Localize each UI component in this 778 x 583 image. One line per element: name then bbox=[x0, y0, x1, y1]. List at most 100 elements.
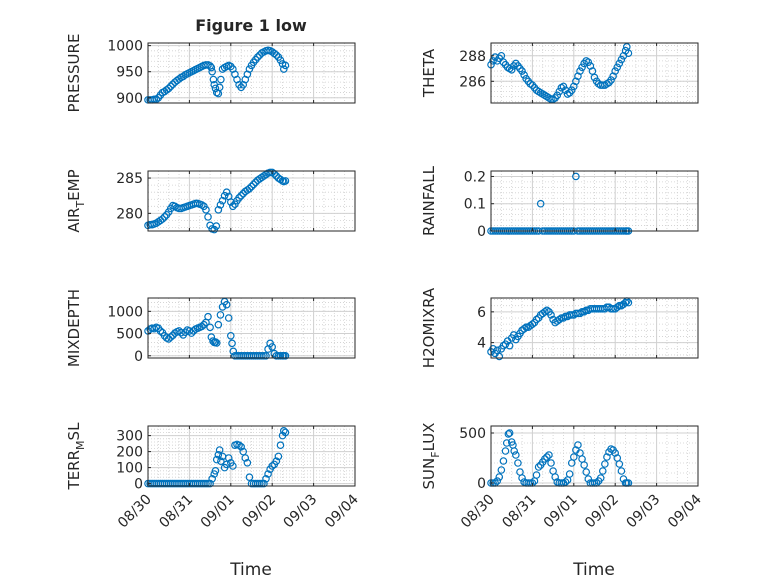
y-axis-label: TERRMSL bbox=[65, 422, 87, 491]
axes-frame bbox=[490, 425, 699, 487]
y-tick-label: 950 bbox=[116, 65, 143, 81]
data-point bbox=[243, 458, 252, 467]
data-point bbox=[268, 462, 277, 470]
data-point bbox=[253, 53, 262, 61]
y-axis-label: RAINFALL bbox=[420, 165, 438, 236]
data-point bbox=[228, 339, 236, 348]
data-point bbox=[160, 213, 169, 221]
y-tick-label: 0.2 bbox=[464, 169, 486, 185]
data-point bbox=[580, 308, 588, 316]
data-point bbox=[504, 430, 513, 438]
data-point bbox=[224, 314, 233, 322]
data-point bbox=[572, 172, 580, 181]
y-axis-label: H2OMIXRA bbox=[420, 287, 438, 368]
data-point bbox=[206, 479, 214, 488]
data-point bbox=[229, 202, 237, 211]
data-point bbox=[245, 473, 254, 482]
data-point bbox=[158, 215, 167, 223]
data-point bbox=[512, 451, 520, 459]
data-point bbox=[217, 75, 225, 84]
axes-frame bbox=[147, 170, 356, 232]
data-point bbox=[156, 327, 165, 335]
data-point bbox=[528, 320, 537, 328]
data-point bbox=[553, 91, 562, 100]
y-axis-label: MIXDEPTH bbox=[65, 289, 83, 367]
data-point bbox=[209, 75, 218, 84]
y-tick-label: 280 bbox=[116, 206, 143, 222]
data-point bbox=[249, 180, 258, 189]
data-point bbox=[547, 459, 555, 467]
data-point bbox=[198, 201, 206, 209]
data-point bbox=[208, 474, 216, 483]
data-point bbox=[214, 206, 223, 214]
data-point bbox=[615, 301, 624, 310]
data-point bbox=[187, 329, 196, 337]
data-point bbox=[598, 81, 607, 89]
data-point bbox=[264, 470, 272, 478]
data-point bbox=[274, 351, 283, 360]
data-point bbox=[281, 177, 290, 185]
data-point bbox=[520, 71, 528, 79]
axes-frame bbox=[490, 170, 699, 232]
y-tick-label: 500 bbox=[459, 426, 486, 442]
y-tick-label: 300 bbox=[116, 429, 143, 445]
data-point bbox=[215, 446, 224, 454]
data-point bbox=[260, 479, 268, 488]
data-point bbox=[262, 351, 270, 360]
data-point bbox=[279, 426, 288, 435]
data-point bbox=[241, 454, 250, 462]
data-point bbox=[551, 473, 559, 481]
data-point bbox=[200, 320, 208, 329]
data-point bbox=[617, 55, 626, 64]
data-point bbox=[567, 86, 576, 95]
data-point bbox=[281, 61, 290, 70]
data-point bbox=[245, 184, 254, 193]
data-point bbox=[543, 453, 551, 461]
y-axis-label: PRESSURE bbox=[65, 34, 83, 113]
data-point bbox=[227, 331, 235, 340]
data-point bbox=[547, 95, 555, 103]
data-point bbox=[621, 298, 630, 307]
data-point bbox=[268, 343, 277, 351]
y-tick-label: 0 bbox=[134, 349, 143, 365]
data-point bbox=[235, 441, 243, 450]
data-point bbox=[607, 76, 615, 84]
data-point bbox=[584, 58, 593, 66]
data-point bbox=[532, 471, 541, 479]
data-point bbox=[222, 300, 231, 309]
data-point bbox=[255, 479, 264, 488]
data-point bbox=[198, 322, 206, 331]
data-point bbox=[495, 352, 504, 361]
data-point bbox=[216, 311, 225, 319]
axes-frame bbox=[490, 297, 699, 359]
data-point bbox=[489, 57, 497, 65]
data-point bbox=[489, 344, 497, 353]
data-point bbox=[276, 351, 285, 360]
data-point bbox=[590, 73, 599, 82]
data-point bbox=[272, 51, 281, 59]
y-tick-label: 6 bbox=[477, 305, 486, 321]
data-point bbox=[574, 441, 582, 449]
subplot-air-temp: 280 285 AIRTEMP bbox=[65, 168, 356, 234]
y-tick-label: 0 bbox=[134, 477, 143, 493]
data-point bbox=[576, 67, 584, 75]
y-tick-label: 4 bbox=[477, 336, 486, 352]
data-point bbox=[204, 213, 212, 221]
data-point bbox=[510, 447, 518, 455]
data-point bbox=[505, 341, 514, 350]
data-point bbox=[207, 63, 216, 72]
axes-frame bbox=[147, 425, 356, 487]
axes-frame bbox=[490, 42, 699, 104]
data-point bbox=[212, 455, 221, 464]
data-point bbox=[237, 191, 245, 200]
data-point bbox=[202, 206, 210, 214]
data-point bbox=[520, 324, 528, 333]
figure-title: Figure 1 low bbox=[195, 16, 307, 35]
data-point bbox=[598, 467, 607, 475]
data-point bbox=[611, 67, 620, 75]
data-point bbox=[615, 460, 624, 468]
subplot-pressure: 900 950 1000 PRESSURE bbox=[65, 34, 356, 113]
data-point bbox=[216, 201, 225, 209]
